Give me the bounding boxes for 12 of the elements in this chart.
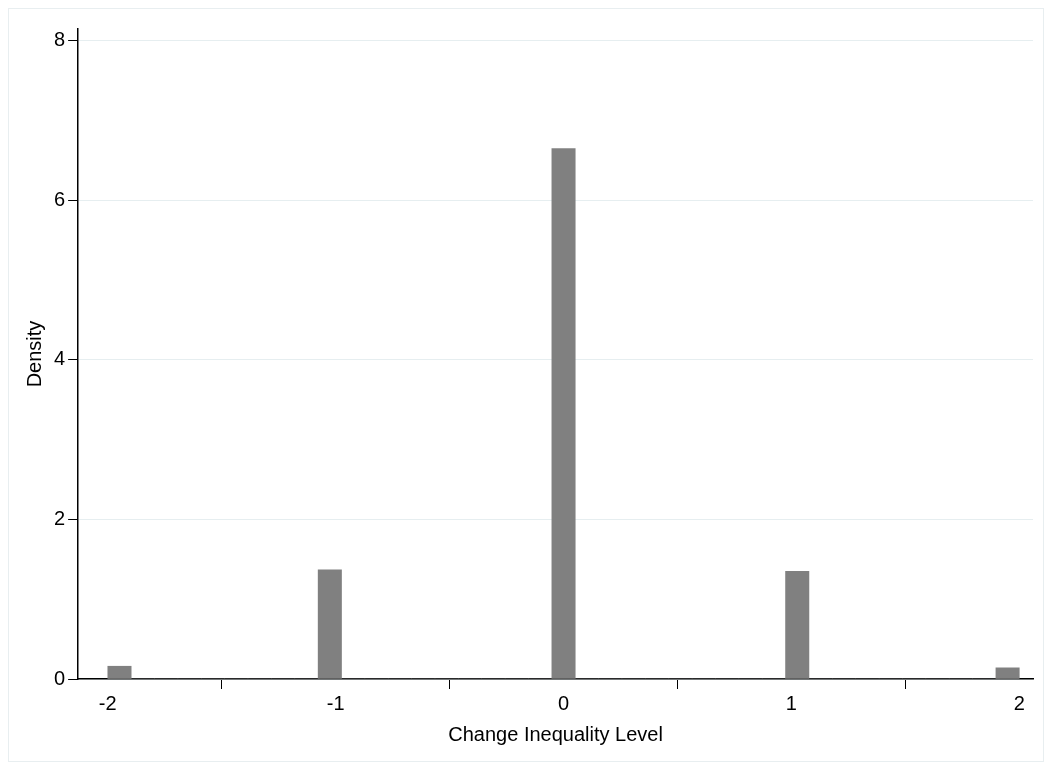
y-tick-label: 6 [54, 187, 66, 210]
x-tick-label: -2 [98, 691, 117, 714]
y-axis-title: Density [22, 320, 45, 388]
x-tick-label: 2 [1013, 691, 1025, 714]
y-tick-label: 8 [54, 28, 66, 51]
y-tick-label: 0 [54, 666, 66, 689]
x-tick-label: 0 [557, 691, 570, 714]
y-tick-label: 2 [54, 507, 66, 530]
x-axis-title: Change Inequality Level [448, 722, 663, 745]
x-tick-label: -1 [326, 691, 345, 714]
y-tick-label: 4 [54, 347, 66, 370]
x-tick-label: 1 [785, 691, 797, 714]
